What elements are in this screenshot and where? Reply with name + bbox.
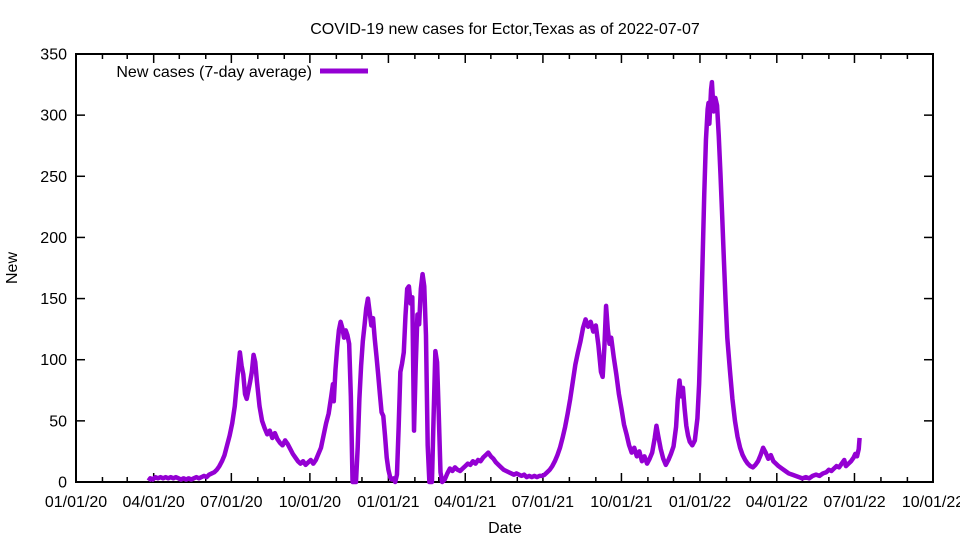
y-axis-title: New	[4, 252, 21, 284]
x-axis-title: Date	[488, 520, 522, 537]
x-tick-label: 01/01/20	[45, 494, 107, 511]
x-tick-label: 10/01/21	[590, 494, 652, 511]
x-tick-label: 07/01/22	[823, 494, 885, 511]
x-tick-label: 04/01/20	[123, 494, 185, 511]
x-tick-label: 04/01/21	[434, 494, 496, 511]
y-tick-label: 200	[40, 230, 67, 247]
y-tick-label: 150	[40, 291, 67, 308]
y-tick-label: 0	[58, 475, 67, 492]
y-tick-label: 100	[40, 352, 67, 369]
y-tick-label: 250	[40, 169, 67, 186]
y-tick-label: 350	[40, 47, 67, 64]
y-tick-label: 300	[40, 108, 67, 125]
x-tick-label: 01/01/22	[669, 494, 731, 511]
series-line	[146, 79, 862, 485]
legend-label: New cases (7-day average)	[116, 64, 312, 81]
x-tick-label: 10/01/22	[902, 494, 960, 511]
x-tick-label: 07/01/21	[512, 494, 574, 511]
chart-title: COVID-19 new cases for Ector,Texas as of…	[310, 21, 700, 38]
x-tick-label: 01/01/21	[357, 494, 419, 511]
x-tick-label: 04/01/22	[746, 494, 808, 511]
x-tick-label: 07/01/20	[200, 494, 262, 511]
x-tick-label: 10/01/20	[279, 494, 341, 511]
y-tick-label: 50	[49, 413, 67, 430]
plot-area: 0 50 100 150 200 250 300 350 01/01/20 04/01/20 07/…	[40, 47, 960, 512]
plot-border	[75, 53, 934, 483]
